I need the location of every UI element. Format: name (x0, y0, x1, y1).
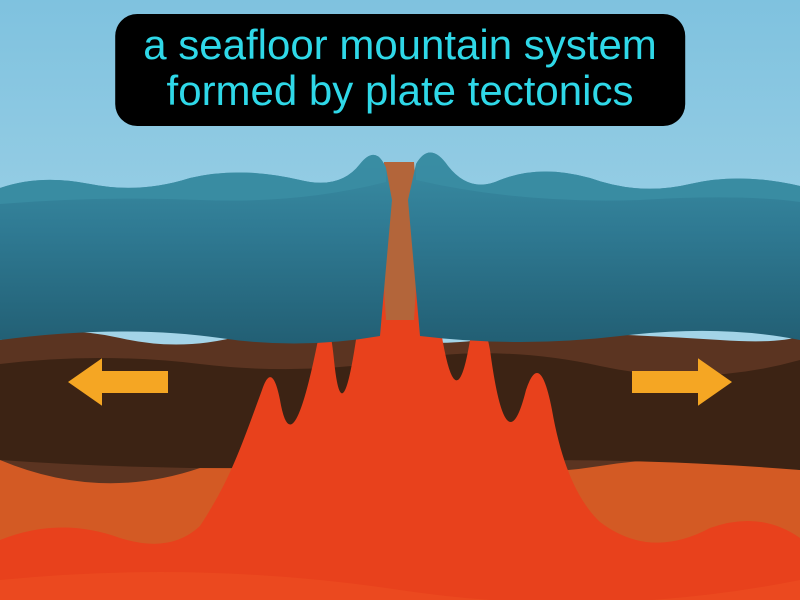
title-box: a seafloor mountain system formed by pla… (115, 14, 685, 126)
title-line-1: a seafloor mountain system (143, 22, 657, 68)
title-line-2: formed by plate tectonics (143, 68, 657, 114)
